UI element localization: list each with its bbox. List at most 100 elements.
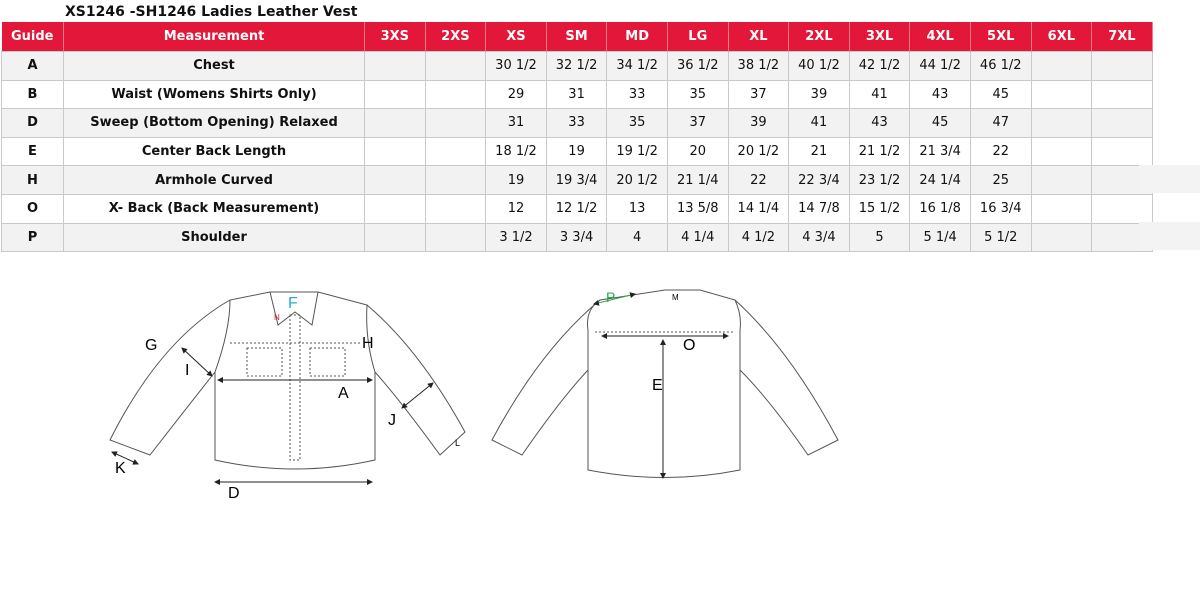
size-value-cell: 35	[606, 108, 668, 138]
size-value-cell: 34 1/2	[606, 51, 668, 81]
size-value-cell: 22 3/4	[788, 165, 850, 195]
size-value-cell	[364, 108, 426, 138]
size-value-cell: 29	[485, 79, 547, 110]
label-N: N	[274, 313, 280, 322]
column-header: 2XL	[788, 22, 850, 52]
guide-cell: H	[1, 165, 64, 195]
size-value-cell: 25	[969, 165, 1032, 195]
back-measure-arrows	[601, 333, 729, 479]
size-value-cell: 43	[848, 108, 911, 138]
size-value-cell: 46 1/2	[969, 51, 1032, 81]
size-value-cell: 16 1/8	[909, 193, 971, 224]
measurement-cell: Chest	[63, 51, 365, 81]
size-value-cell: 22	[727, 165, 790, 195]
size-value-cell: 5 1/4	[909, 222, 971, 253]
table-row: A Chest 30 1/2 32 1/2 34 1/2 36 1/2 38 1/2 40 1…	[1, 51, 1153, 81]
front-shirt-drawing	[109, 291, 466, 470]
garment-diagram: G I A H J K L D F N P M O E	[109, 289, 839, 502]
size-value-cell: 5 1/2	[969, 222, 1032, 253]
table-row: O X- Back (Back Measurement) 12 12 1/2 13 13 …	[1, 193, 1153, 224]
size-value-cell: 5	[848, 222, 911, 253]
size-value-cell: 21 1/2	[848, 136, 911, 167]
size-value-cell: 14 7/8	[788, 193, 850, 224]
size-value-cell: 40 1/2	[788, 51, 850, 81]
table-row: D Sweep (Bottom Opening) Relaxed 31 33 35 37 3…	[1, 108, 1153, 138]
front-measure-arrows	[111, 347, 434, 485]
size-value-cell	[1030, 222, 1093, 253]
label-D: D	[228, 485, 240, 502]
measurement-cell: Armhole Curved	[63, 165, 365, 195]
size-value-cell: 31	[485, 108, 547, 138]
size-value-cell: 19	[485, 165, 547, 195]
size-value-cell: 32 1/2	[545, 51, 608, 81]
size-value-cell: 3 1/2	[485, 222, 547, 253]
size-value-cell	[424, 79, 487, 110]
column-header: 4XL	[909, 22, 971, 52]
size-value-cell	[364, 165, 426, 195]
size-value-cell: 13	[606, 193, 668, 224]
table-row: H Armhole Curved 19 19 3/4 20 1/2 21 1/4 22 22 …	[1, 165, 1153, 195]
guide-cell: O	[1, 193, 64, 224]
measurement-cell: Sweep (Bottom Opening) Relaxed	[63, 108, 365, 138]
column-header: SM	[546, 22, 608, 52]
measurement-cell: Center Back Length	[63, 136, 365, 167]
label-O: O	[683, 337, 695, 354]
row-extension	[1139, 165, 1200, 193]
size-value-cell	[424, 222, 487, 253]
column-header: 7XL	[1091, 22, 1153, 52]
guide-cell: P	[1, 222, 64, 253]
size-value-cell: 12 1/2	[545, 193, 608, 224]
label-L: L	[455, 438, 460, 448]
row-extension	[1139, 222, 1200, 250]
measurement-cell: Waist (Womens Shirts Only)	[63, 79, 365, 110]
measurement-cell: X- Back (Back Measurement)	[63, 193, 365, 224]
size-value-cell: 39	[727, 108, 790, 138]
size-value-cell	[1030, 193, 1093, 224]
label-H: H	[362, 335, 374, 352]
table-row: B Waist (Womens Shirts Only) 29 31 33 35 37 39 4…	[1, 79, 1153, 110]
column-header: MD	[606, 22, 668, 52]
size-value-cell: 4 1/2	[727, 222, 790, 253]
size-value-cell: 19 3/4	[545, 165, 608, 195]
column-header: 6XL	[1031, 22, 1093, 52]
size-value-cell	[424, 108, 487, 138]
guide-cell: A	[1, 51, 64, 81]
size-chart-table: Guide Measurement 3XS 2XS XS SM MD LG XL 2XL 3XL 4X…	[1, 22, 1153, 253]
size-value-cell: 37	[666, 108, 729, 138]
size-value-cell: 42 1/2	[848, 51, 911, 81]
size-value-cell	[1030, 51, 1093, 81]
size-value-cell: 19	[545, 136, 608, 167]
label-I: I	[185, 362, 189, 379]
size-value-cell	[424, 165, 487, 195]
size-value-cell: 19 1/2	[606, 136, 668, 167]
table-row: E Center Back Length 18 1/2 19 19 1/2 20 20 1/…	[1, 136, 1153, 167]
label-J: J	[388, 412, 396, 429]
column-header: LG	[667, 22, 729, 52]
column-header: XS	[485, 22, 547, 52]
size-value-cell: 41	[848, 79, 911, 110]
size-value-cell: 24 1/4	[909, 165, 971, 195]
size-value-cell: 47	[969, 108, 1032, 138]
label-A: A	[338, 385, 349, 402]
measurement-cell: Shoulder	[63, 222, 365, 253]
size-value-cell: 3 3/4	[545, 222, 608, 253]
size-value-cell: 15 1/2	[848, 193, 911, 224]
size-value-cell: 20 1/2	[606, 165, 668, 195]
size-value-cell: 4	[606, 222, 668, 253]
size-value-cell	[424, 51, 487, 81]
size-value-cell	[1091, 193, 1153, 224]
label-K: K	[115, 460, 126, 477]
size-value-cell: 41	[788, 108, 850, 138]
label-E: E	[652, 377, 663, 394]
size-value-cell: 43	[909, 79, 971, 110]
size-value-cell	[1030, 108, 1093, 138]
size-value-cell: 14 1/4	[727, 193, 790, 224]
size-value-cell: 45	[909, 108, 971, 138]
size-value-cell	[1091, 51, 1153, 81]
size-value-cell: 16 3/4	[969, 193, 1032, 224]
guide-cell: E	[1, 136, 64, 167]
size-value-cell	[364, 136, 426, 167]
size-value-cell	[364, 51, 426, 81]
size-value-cell	[1030, 79, 1093, 110]
size-value-cell: 33	[606, 79, 668, 110]
